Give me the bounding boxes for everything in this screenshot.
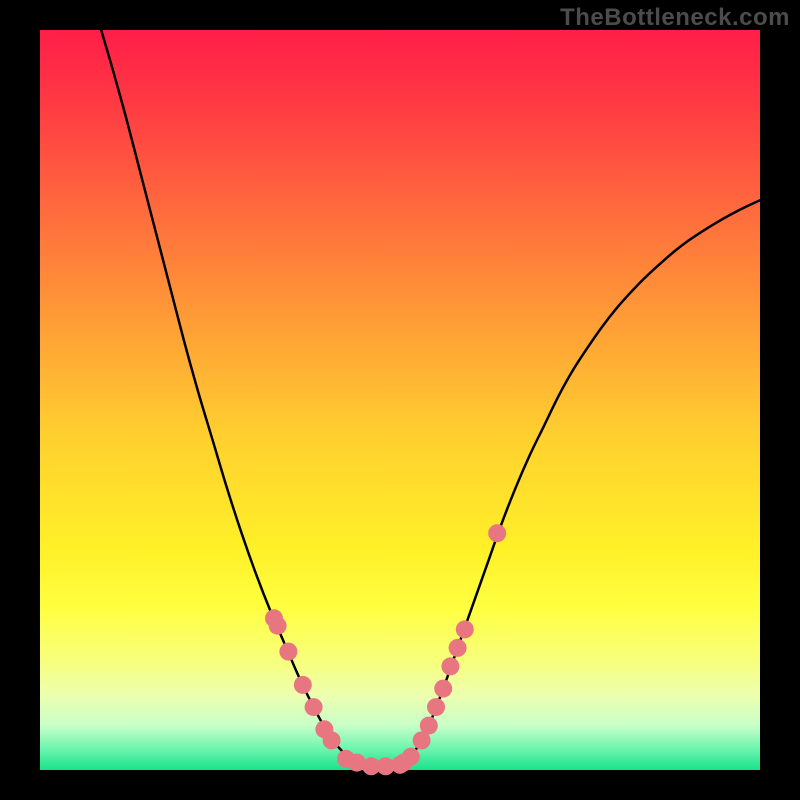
data-marker: [427, 698, 445, 716]
data-marker: [402, 748, 420, 766]
data-marker: [294, 676, 312, 694]
data-marker: [449, 639, 467, 657]
data-marker: [269, 617, 287, 635]
data-marker: [420, 717, 438, 735]
data-marker: [441, 657, 459, 675]
data-marker: [279, 643, 297, 661]
gradient-plot-area: [40, 30, 760, 770]
data-marker: [323, 731, 341, 749]
data-marker: [434, 680, 452, 698]
data-marker: [456, 620, 474, 638]
image-root: TheBottleneck.com: [0, 0, 800, 800]
data-marker: [305, 698, 323, 716]
data-marker: [488, 524, 506, 542]
bottleneck-chart: [0, 0, 800, 800]
